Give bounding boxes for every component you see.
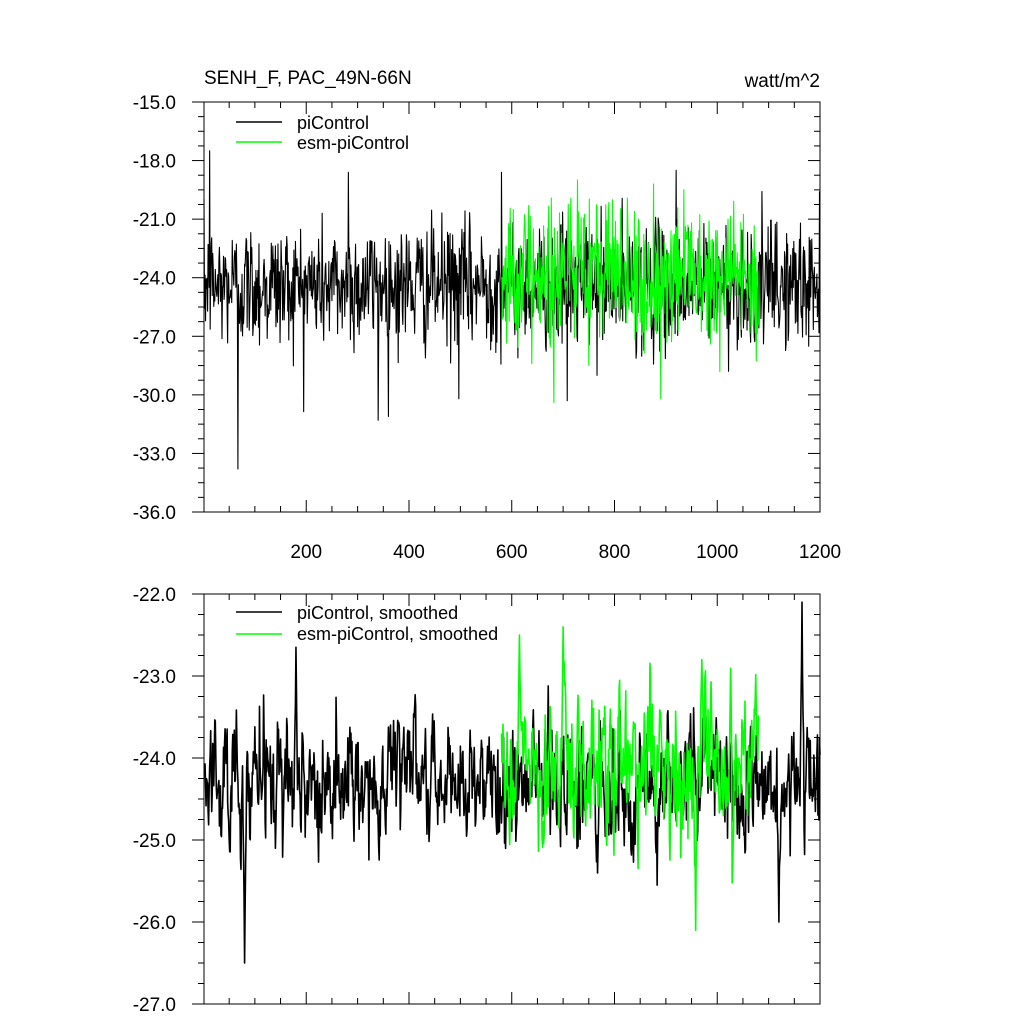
top-panel-xtick-label: 600 — [496, 542, 528, 563]
top-panel-ytick-label: -15.0 — [133, 93, 176, 114]
legend-label-esm-picontrol-smoothed: esm-piControl, smoothed — [297, 624, 498, 644]
top-panel-series-esm-picontrol — [500, 179, 759, 404]
top-panel-ytick-label: -24.0 — [133, 269, 176, 290]
top-panel-ytick-label: -18.0 — [133, 152, 176, 173]
bottom-panel-ytick-label: -26.0 — [133, 913, 176, 934]
bottom-panel-legend: piControl, smoothed esm-piControl, smoot… — [236, 603, 498, 644]
bottom-panel-ytick-label: -27.0 — [133, 995, 176, 1016]
top-panel-ytick-label: -21.0 — [133, 210, 176, 231]
top-panel: 200 400 600 800 1000 1200 -15.0 -18.0 -21.0 -24.0… — [133, 93, 841, 563]
top-panel-xtick-label: 1000 — [696, 542, 738, 563]
top-panel-ytick-label: -36.0 — [133, 503, 176, 524]
top-panel-xtick-label: 400 — [393, 542, 425, 563]
legend-label-picontrol-smoothed: piControl, smoothed — [297, 603, 458, 623]
bottom-panel-series — [203, 601, 821, 964]
units-label: watt/m^2 — [744, 71, 820, 92]
legend-label-picontrol: piControl — [297, 113, 369, 133]
top-panel-series — [203, 150, 821, 470]
top-panel-legend: piControl esm-piControl — [236, 113, 409, 153]
top-panel-xtick-label: 800 — [599, 542, 631, 563]
bottom-panel-ytick-label: -25.0 — [133, 831, 176, 852]
top-panel-ytick-label: -30.0 — [133, 386, 176, 407]
bottom-panel-ytick-label: -24.0 — [133, 749, 176, 770]
top-panel-xtick-label: 1200 — [799, 542, 841, 563]
top-panel-ticks: 200 400 600 800 1000 1200 -15.0 -18.0 -21.0 -24.0… — [133, 93, 841, 563]
bottom-panel: -22.0 -23.0 -24.0 -25.0 -26.0 -27.0 piControl… — [133, 585, 821, 1016]
bottom-panel-ytick-label: -22.0 — [133, 585, 176, 606]
bottom-panel-series-esm-picontrol-smoothed — [500, 626, 760, 931]
top-panel-ytick-label: -27.0 — [133, 327, 176, 348]
top-panel-xtick-label: 200 — [290, 542, 322, 563]
bottom-panel-ytick-label: -23.0 — [133, 667, 176, 688]
legend-label-esm-picontrol: esm-piControl — [297, 133, 409, 153]
figure-title: SENH_F, PAC_49N-66N — [204, 68, 412, 89]
bottom-panel-ticks: -22.0 -23.0 -24.0 -25.0 -26.0 -27.0 — [133, 585, 821, 1016]
top-panel-ytick-label: -33.0 — [133, 444, 176, 465]
